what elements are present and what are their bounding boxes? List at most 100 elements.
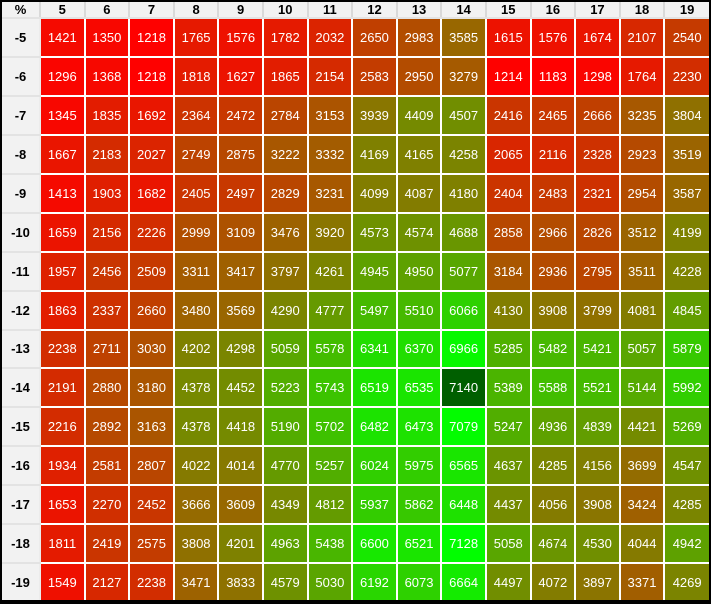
heatmap-cell[interactable]: 1667 [40, 134, 86, 175]
heatmap-cell[interactable]: 4409 [396, 95, 443, 136]
heatmap-cell[interactable]: 2923 [619, 134, 666, 175]
heatmap-cell[interactable]: 1811 [40, 524, 86, 565]
heatmap-cell[interactable]: 3231 [307, 173, 354, 214]
heatmap-cell[interactable]: 3939 [352, 95, 398, 136]
heatmap-cell[interactable]: 2154 [307, 56, 354, 97]
heatmap-cell[interactable]: 2650 [352, 18, 398, 58]
heatmap-cell[interactable]: 4298 [218, 329, 264, 370]
heatmap-cell[interactable]: 2238 [40, 329, 86, 370]
heatmap-cell[interactable]: 2983 [396, 18, 443, 58]
heatmap-cell[interactable]: 1765 [173, 18, 220, 58]
heatmap-cell[interactable]: 4452 [218, 368, 264, 409]
heatmap-cell[interactable]: 2465 [530, 95, 577, 136]
heatmap-cell[interactable]: 4022 [173, 446, 220, 487]
heatmap-cell[interactable]: 1934 [40, 446, 86, 487]
heatmap-cell[interactable]: 4258 [441, 134, 487, 175]
heatmap-cell[interactable]: 1183 [530, 56, 577, 97]
heatmap-cell[interactable]: 5862 [396, 485, 443, 526]
heatmap-cell[interactable]: 2880 [84, 368, 131, 409]
heatmap-cell[interactable]: 3587 [664, 173, 709, 214]
heatmap-cell[interactable]: 2472 [218, 95, 264, 136]
heatmap-cell[interactable]: 5578 [307, 329, 354, 370]
heatmap-cell[interactable]: 5144 [619, 368, 666, 409]
heatmap-cell[interactable]: 6473 [396, 407, 443, 448]
heatmap-cell[interactable]: 4777 [307, 290, 354, 331]
heatmap-cell[interactable]: 2999 [173, 212, 220, 253]
heatmap-cell[interactable]: 4688 [441, 212, 487, 253]
heatmap-cell[interactable]: 1576 [218, 18, 264, 58]
heatmap-cell[interactable]: 3897 [575, 563, 621, 600]
heatmap-cell[interactable]: 1782 [262, 18, 309, 58]
heatmap-cell[interactable]: 2404 [485, 173, 532, 214]
heatmap-cell[interactable]: 5510 [396, 290, 443, 331]
heatmap-cell[interactable]: 1576 [530, 18, 577, 58]
heatmap-cell[interactable]: 5588 [530, 368, 577, 409]
heatmap-cell[interactable]: 5992 [664, 368, 709, 409]
heatmap-cell[interactable]: 5269 [664, 407, 709, 448]
heatmap-cell[interactable]: 2364 [173, 95, 220, 136]
heatmap-cell[interactable]: 6073 [396, 563, 443, 600]
heatmap-cell[interactable]: 2183 [84, 134, 131, 175]
heatmap-cell[interactable]: 2784 [262, 95, 309, 136]
heatmap-cell[interactable]: 6966 [441, 329, 487, 370]
heatmap-cell[interactable]: 5247 [485, 407, 532, 448]
heatmap-cell[interactable]: 3163 [129, 407, 175, 448]
heatmap-cell[interactable]: 2065 [485, 134, 532, 175]
heatmap-cell[interactable]: 3609 [218, 485, 264, 526]
heatmap-cell[interactable]: 3804 [664, 95, 709, 136]
heatmap-cell[interactable]: 2107 [619, 18, 666, 58]
heatmap-cell[interactable]: 2829 [262, 173, 309, 214]
heatmap-cell[interactable]: 6535 [396, 368, 443, 409]
heatmap-cell[interactable]: 2116 [530, 134, 577, 175]
heatmap-cell[interactable]: 1298 [575, 56, 621, 97]
heatmap-cell[interactable]: 2483 [530, 173, 577, 214]
heatmap-cell[interactable]: 3920 [307, 212, 354, 253]
heatmap-cell[interactable]: 2405 [173, 173, 220, 214]
heatmap-cell[interactable]: 3519 [664, 134, 709, 175]
heatmap-cell[interactable]: 5521 [575, 368, 621, 409]
heatmap-cell[interactable]: 5190 [262, 407, 309, 448]
heatmap-cell[interactable]: 7128 [441, 524, 487, 565]
heatmap-cell[interactable]: 1957 [40, 251, 86, 292]
heatmap-cell[interactable]: 4081 [619, 290, 666, 331]
heatmap-cell[interactable]: 4180 [441, 173, 487, 214]
heatmap-cell[interactable]: 4165 [396, 134, 443, 175]
heatmap-cell[interactable]: 3184 [485, 251, 532, 292]
heatmap-cell[interactable]: 2858 [485, 212, 532, 253]
heatmap-cell[interactable]: 7079 [441, 407, 487, 448]
heatmap-cell[interactable]: 3235 [619, 95, 666, 136]
heatmap-cell[interactable]: 6521 [396, 524, 443, 565]
heatmap-cell[interactable]: 4530 [575, 524, 621, 565]
heatmap-cell[interactable]: 2954 [619, 173, 666, 214]
heatmap-cell[interactable]: 6600 [352, 524, 398, 565]
heatmap-cell[interactable]: 1421 [40, 18, 86, 58]
heatmap-cell[interactable]: 2711 [84, 329, 131, 370]
heatmap-cell[interactable]: 2749 [173, 134, 220, 175]
heatmap-cell[interactable]: 6192 [352, 563, 398, 600]
heatmap-cell[interactable]: 2509 [129, 251, 175, 292]
heatmap-cell[interactable]: 1214 [485, 56, 532, 97]
heatmap-cell[interactable]: 4839 [575, 407, 621, 448]
heatmap-cell[interactable]: 4421 [619, 407, 666, 448]
heatmap-cell[interactable]: 3180 [129, 368, 175, 409]
heatmap-cell[interactable]: 3279 [441, 56, 487, 97]
heatmap-cell[interactable]: 1682 [129, 173, 175, 214]
heatmap-cell[interactable]: 4812 [307, 485, 354, 526]
heatmap-cell[interactable]: 1692 [129, 95, 175, 136]
heatmap-cell[interactable]: 4014 [218, 446, 264, 487]
heatmap-cell[interactable]: 1413 [40, 173, 86, 214]
heatmap-cell[interactable]: 4228 [664, 251, 709, 292]
heatmap-cell[interactable]: 2216 [40, 407, 86, 448]
heatmap-cell[interactable]: 4507 [441, 95, 487, 136]
heatmap-cell[interactable]: 4285 [664, 485, 709, 526]
heatmap-cell[interactable]: 2666 [575, 95, 621, 136]
heatmap-cell[interactable]: 2892 [84, 407, 131, 448]
heatmap-cell[interactable]: 6024 [352, 446, 398, 487]
heatmap-cell[interactable]: 3833 [218, 563, 264, 600]
heatmap-cell[interactable]: 2156 [84, 212, 131, 253]
heatmap-cell[interactable]: 6519 [352, 368, 398, 409]
heatmap-cell[interactable]: 6664 [441, 563, 487, 600]
heatmap-cell[interactable]: 5030 [307, 563, 354, 600]
heatmap-cell[interactable]: 3476 [262, 212, 309, 253]
heatmap-cell[interactable]: 2238 [129, 563, 175, 600]
